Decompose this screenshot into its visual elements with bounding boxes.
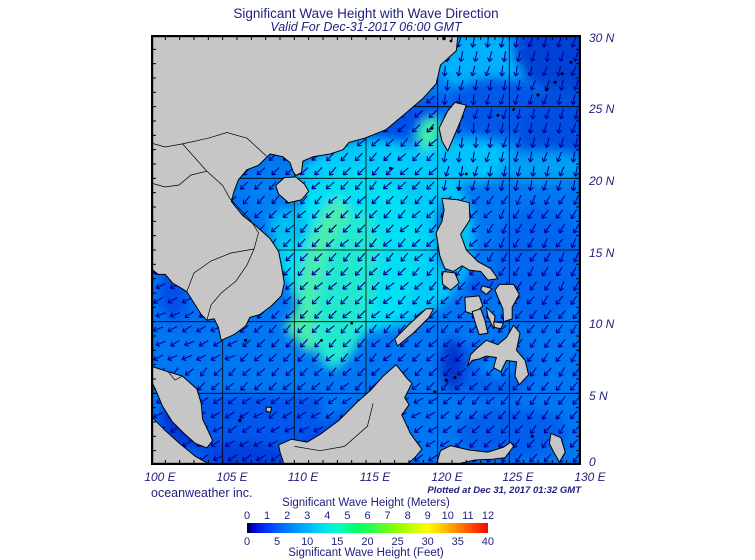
meters-tick: 9 [424, 510, 431, 522]
land-luzon [435, 197, 499, 281]
lat-label-20n: 20 N [589, 174, 615, 188]
land-borneo [278, 364, 423, 465]
feet-tick: 15 [331, 536, 344, 548]
meters-tick: 5 [344, 510, 351, 522]
meters-tick: 6 [364, 510, 371, 522]
land-mindanao [467, 324, 530, 386]
page-title: Significant Wave Height with Wave Direct… [233, 6, 499, 21]
feet-tick: 25 [391, 536, 404, 548]
land-malay-peninsula [151, 365, 214, 449]
meters-tick: 1 [264, 510, 271, 522]
lat-label-0: 0 [589, 455, 596, 469]
colorbar-title-meters: Significant Wave Height (Meters) [282, 497, 450, 509]
meters-tick: 4 [324, 510, 331, 522]
land-hainan [275, 176, 310, 204]
meters-tick: 2 [284, 510, 291, 522]
land-bohol [493, 321, 505, 330]
meters-tick: 11 [462, 510, 474, 522]
feet-tick: 20 [361, 536, 374, 548]
island-natuna [265, 406, 272, 413]
lon-label-130e: 130 E [574, 470, 606, 484]
feet-tick: 30 [421, 536, 434, 548]
land-mindoro [441, 271, 460, 291]
land-masbate [480, 285, 493, 295]
lon-label-125e: 125 E [502, 470, 534, 484]
feet-tick: 40 [481, 536, 495, 548]
map-frame [151, 35, 581, 465]
land-mainland-asia [151, 35, 459, 341]
lat-label-30n: 30 N [589, 31, 615, 45]
land-samar-leyte [494, 283, 520, 323]
lat-label-25n: 25 N [589, 102, 615, 116]
meters-tick: 10 [441, 510, 454, 522]
colorbar-title-feet: Significant Wave Height (Feet) [288, 547, 444, 559]
land-negros [471, 308, 489, 336]
meters-tick: 8 [404, 510, 411, 522]
meters-tick: 3 [304, 510, 311, 522]
lon-label-120e: 120 E [431, 470, 463, 484]
wave-height-colorbar [247, 523, 488, 533]
lat-label-5n: 5 N [589, 389, 608, 403]
land-sumatra [151, 415, 211, 465]
land-cebu [485, 306, 496, 330]
lon-label-110e: 110 E [287, 470, 319, 484]
credit-text: oceanweather inc. [151, 486, 253, 500]
feet-tick: 10 [301, 536, 314, 548]
country-borders [151, 132, 374, 452]
lon-label-115e: 115 E [359, 470, 391, 484]
meters-tick: 0 [243, 510, 251, 522]
land-palawan [394, 308, 434, 347]
land-masses [151, 35, 566, 465]
valid-time-subtitle: Valid For Dec-31-2017 06:00 GMT [270, 20, 462, 34]
lat-label-15n: 15 N [589, 246, 615, 260]
lon-label-100e: 100 E [144, 470, 176, 484]
plotted-timestamp: Plotted at Dec 31, 2017 01:32 GMT [427, 485, 581, 496]
land-halmahera [548, 432, 566, 463]
feet-tick: 0 [243, 536, 251, 548]
meters-tick: 12 [481, 510, 495, 522]
lat-label-10n: 10 N [589, 317, 615, 331]
feet-tick: 35 [451, 536, 464, 548]
lon-label-105e: 105 E [216, 470, 248, 484]
feet-tick: 5 [274, 536, 281, 548]
wave-height-map [151, 35, 581, 465]
land-taiwan [438, 101, 467, 152]
small-islands [238, 36, 573, 438]
meters-tick: 7 [384, 510, 391, 522]
